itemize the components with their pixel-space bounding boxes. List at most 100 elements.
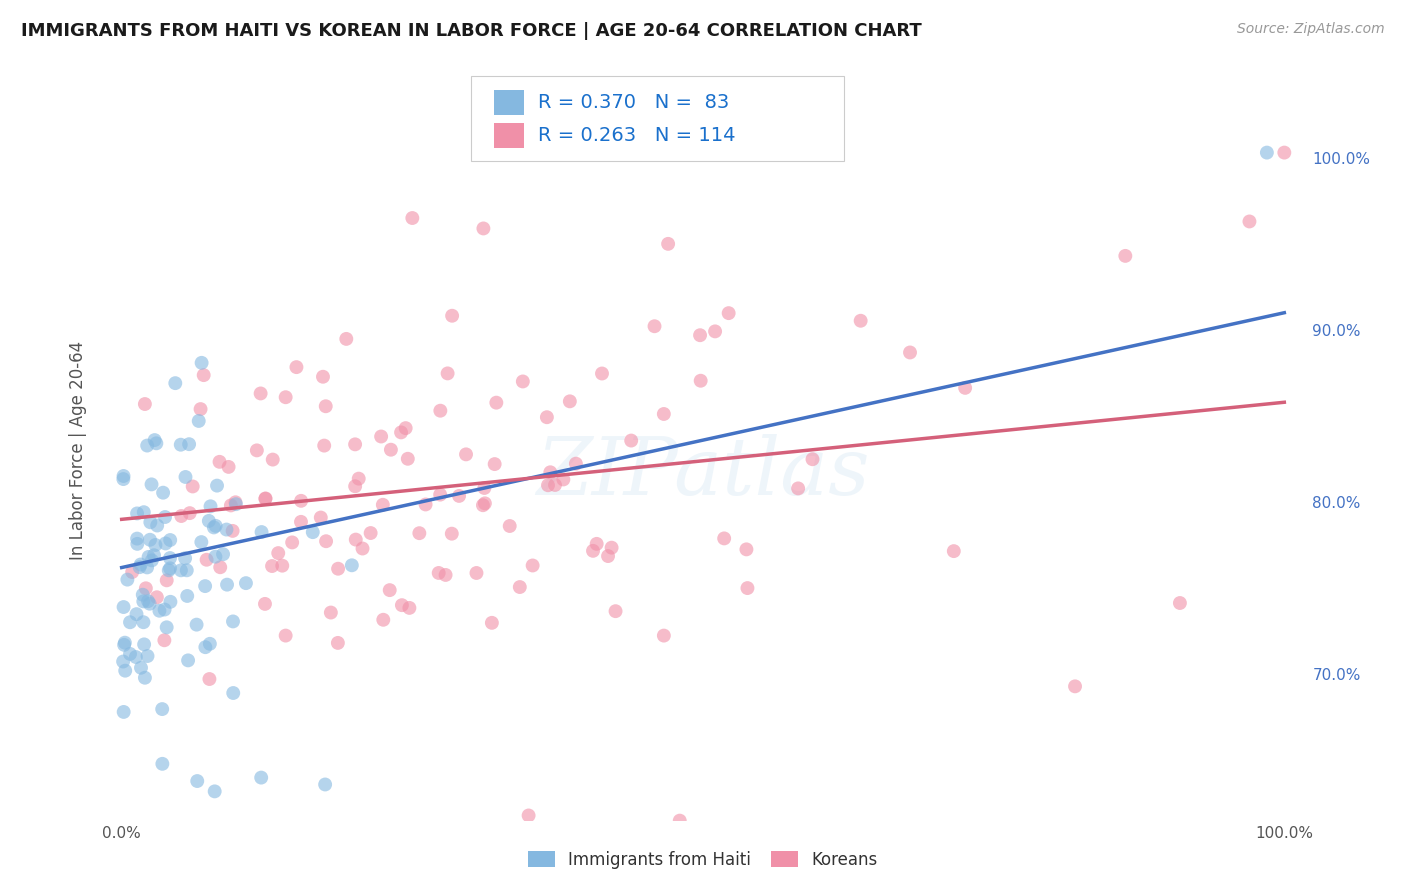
Point — [250, 771, 273, 785]
Point — [159, 595, 181, 609]
Point — [262, 452, 284, 467]
Point — [849, 314, 872, 328]
Point — [136, 560, 159, 574]
Point — [225, 497, 247, 511]
Point — [942, 544, 965, 558]
Point — [150, 756, 173, 771]
Point — [371, 498, 394, 512]
Point — [176, 589, 198, 603]
Point — [212, 547, 235, 561]
Point — [246, 443, 269, 458]
Point — [190, 402, 212, 417]
Point — [565, 457, 588, 471]
Text: IMMIGRANTS FROM HAITI VS KOREAN IN LABOR FORCE | AGE 20-64 CORRELATION CHART: IMMIGRANTS FROM HAITI VS KOREAN IN LABOR… — [21, 22, 922, 40]
Point — [117, 573, 139, 587]
Point — [481, 615, 503, 630]
Point — [429, 403, 451, 417]
Point — [465, 566, 488, 580]
Point — [391, 598, 413, 612]
Point — [522, 558, 544, 573]
Point — [644, 319, 666, 334]
Point — [558, 394, 581, 409]
Point — [112, 638, 135, 652]
Point — [415, 498, 437, 512]
Point — [159, 533, 181, 547]
Point — [153, 510, 176, 524]
Point — [395, 421, 418, 435]
Point — [312, 369, 335, 384]
Point — [436, 367, 458, 381]
Point — [176, 563, 198, 577]
Point — [112, 655, 135, 669]
Point — [267, 546, 290, 560]
Point — [1272, 145, 1295, 160]
Point — [198, 637, 221, 651]
Point — [190, 535, 212, 549]
Point — [689, 328, 711, 343]
Point — [1064, 679, 1087, 693]
Point — [129, 558, 152, 572]
Point — [198, 514, 221, 528]
Point — [138, 549, 160, 564]
Point — [335, 332, 357, 346]
Point — [250, 524, 273, 539]
Point — [170, 563, 193, 577]
Point — [159, 561, 181, 575]
Point — [129, 661, 152, 675]
Point — [112, 472, 135, 486]
Point — [139, 515, 162, 529]
Point — [135, 582, 157, 596]
Point — [582, 544, 605, 558]
Point — [271, 558, 294, 573]
Point — [517, 808, 540, 822]
Point — [347, 472, 370, 486]
Point — [274, 390, 297, 404]
Point — [314, 439, 336, 453]
Point — [1168, 596, 1191, 610]
Point — [219, 499, 242, 513]
Point — [112, 469, 135, 483]
Point — [141, 477, 163, 491]
Point — [195, 553, 218, 567]
Point — [177, 653, 200, 667]
Point — [156, 574, 179, 588]
Point — [181, 479, 204, 493]
Point — [194, 640, 217, 655]
Point — [260, 559, 283, 574]
Point — [114, 635, 136, 649]
Point — [143, 433, 166, 447]
Point — [136, 438, 159, 452]
Point — [153, 633, 176, 648]
Point — [193, 368, 215, 383]
Point — [315, 399, 337, 413]
Point — [553, 472, 575, 486]
Point — [249, 386, 271, 401]
Point — [1256, 145, 1278, 160]
Point — [537, 478, 560, 492]
Point — [235, 576, 257, 591]
Point — [472, 221, 495, 235]
Point — [224, 495, 246, 509]
Point — [485, 395, 508, 409]
Point — [125, 650, 148, 665]
Point — [281, 535, 304, 549]
Point — [512, 375, 534, 389]
Point — [713, 532, 735, 546]
Point — [204, 549, 226, 564]
Point — [156, 620, 179, 634]
Point — [132, 615, 155, 630]
Point — [668, 814, 690, 828]
Point — [145, 436, 167, 450]
Point — [314, 777, 336, 791]
Point — [134, 671, 156, 685]
Point — [717, 306, 740, 320]
Point — [427, 566, 450, 580]
Point — [585, 537, 607, 551]
Point — [254, 491, 277, 506]
Point — [787, 482, 810, 496]
Point — [380, 442, 402, 457]
Point — [148, 604, 170, 618]
Point — [127, 532, 149, 546]
Point — [146, 518, 169, 533]
Point — [127, 537, 149, 551]
